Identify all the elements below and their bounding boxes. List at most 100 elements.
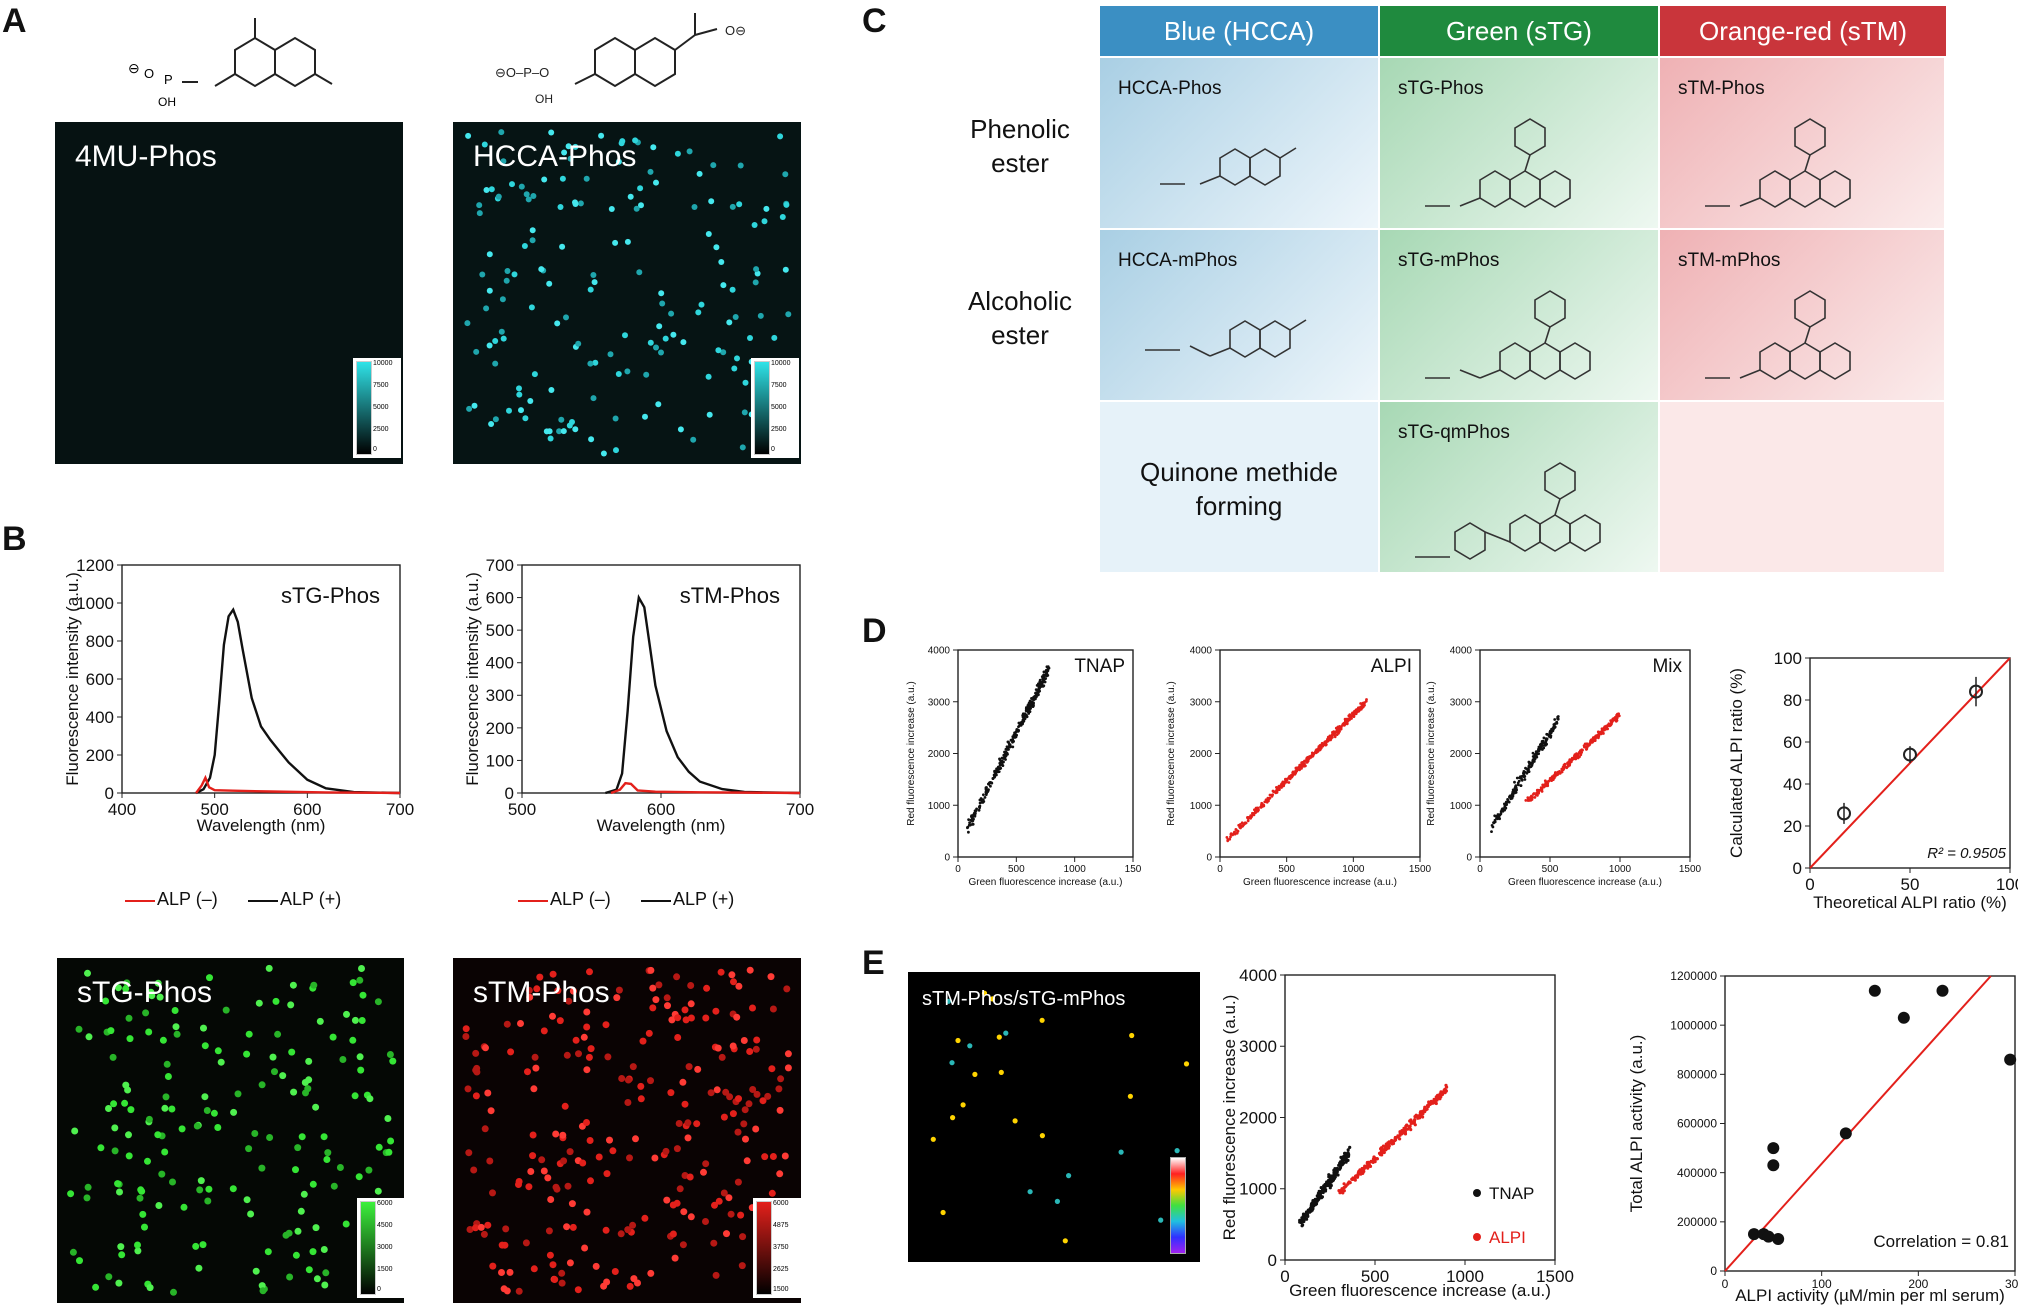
data-point [1029, 705, 1032, 709]
fluorescent-spot [462, 1033, 470, 1040]
fluorescent-spot [531, 371, 538, 378]
fluorescent-spot [587, 1045, 595, 1053]
data-point [1343, 1152, 1347, 1156]
y-tick-label: 1000 [1239, 1180, 1277, 1199]
y-tick-label: 4000 [1450, 646, 1473, 657]
fluorescent-spot [222, 1006, 230, 1014]
y-tick-label: 40 [1783, 775, 1802, 794]
fluorescent-spot [996, 1034, 1002, 1040]
fluorescent-spot [622, 332, 628, 339]
fluorescent-spot [746, 1048, 754, 1055]
fluorescent-spot [374, 1187, 382, 1195]
data-point [1396, 1134, 1400, 1139]
data-point [1347, 1181, 1352, 1185]
data-point [1969, 684, 1983, 699]
colorbar-tick: 10000 [771, 360, 791, 367]
data-point [1308, 755, 1311, 759]
y-tick-label: 600 [486, 589, 514, 608]
data-point [1368, 1164, 1373, 1168]
fluorescent-spot [739, 1233, 747, 1241]
legend-dot-tnap [1473, 1189, 1481, 1197]
fluorescent-spot [173, 1030, 181, 1038]
fluorescent-spot [199, 1241, 207, 1249]
fluorescent-spot [776, 1106, 784, 1114]
colorbar-tick: 5000 [373, 404, 389, 411]
fluorescent-spot [269, 1053, 277, 1061]
fluorescent-spot [386, 1051, 394, 1058]
data-point [1345, 1154, 1349, 1159]
fluorescent-spot [677, 426, 684, 433]
y-tick-label: 0 [505, 784, 514, 803]
y-tick-label: 600000 [1677, 1117, 1717, 1131]
fluorescent-spot [710, 1239, 718, 1247]
fluorescent-spot [203, 1107, 211, 1114]
fluorescent-spot [611, 1268, 619, 1275]
x-axis-label: Wavelength (nm) [597, 816, 726, 835]
fluorescent-spot [725, 1194, 733, 1202]
fluorescent-spot [385, 1148, 393, 1156]
fluorescent-spot [763, 205, 770, 212]
x-tick-label: 1500 [1536, 1267, 1574, 1286]
y-tick-label: 200000 [1677, 1215, 1717, 1229]
legend-swatch-pos [248, 900, 278, 902]
data-point [1516, 781, 1520, 785]
colorbar-tick: 6000 [773, 1200, 789, 1207]
fluorescent-spot [526, 993, 534, 1001]
data-point [1254, 810, 1258, 814]
series-line [605, 593, 801, 795]
data-point [1540, 790, 1544, 793]
fluorescent-spot [712, 1007, 720, 1015]
compound-name: sTM-Phos [1678, 78, 1765, 99]
fluorescent-spot [171, 1007, 179, 1014]
fluorescent-spot [567, 155, 574, 162]
data-point [1298, 763, 1302, 767]
y-tick-label: 1000 [1190, 801, 1213, 812]
chart-title: TNAP [1074, 656, 1125, 677]
fluorescent-spot [503, 277, 510, 284]
fluorescent-spot [549, 1012, 556, 1020]
fluorescent-spot [949, 1060, 955, 1066]
colorbar-tick: 2500 [771, 426, 787, 433]
fluorescent-spot [641, 1214, 649, 1222]
fluorescent-spot [706, 411, 713, 418]
y-axis-label: Fluorescence intensity (a.u.) [463, 572, 482, 786]
fluorescent-spot [286, 1273, 294, 1281]
fluorescent-spot [517, 1020, 524, 1027]
data-point [1346, 1148, 1350, 1152]
fluorescent-spot [507, 1048, 515, 1056]
fluorescent-spot [357, 1066, 365, 1074]
fluorescent-spot [720, 349, 727, 356]
data-point [1513, 791, 1517, 795]
fluorescent-spot [355, 1173, 363, 1181]
fluorescent-spot [503, 1020, 511, 1028]
fluorescent-spot [612, 239, 619, 246]
fluorescent-spot [480, 1230, 488, 1238]
y-tick-label: 0 [1710, 1264, 1717, 1278]
data-point [1532, 792, 1536, 795]
fluorescent-spot [682, 1016, 690, 1024]
data-point [1613, 717, 1617, 721]
data-point [1279, 785, 1282, 789]
fluorescent-spot [777, 133, 784, 140]
data-point [1393, 1139, 1397, 1143]
data-point [1534, 753, 1538, 757]
y-tick-label: 400 [486, 654, 514, 673]
fluorescent-spot [521, 243, 528, 249]
fluorescent-spot [675, 1120, 683, 1127]
fluorescent-spot [981, 990, 988, 996]
data-point [1404, 1124, 1408, 1128]
row-label-line1: Phenolic [970, 114, 1070, 144]
fluorescent-spot [552, 1183, 560, 1191]
fluorescent-spot [673, 973, 681, 981]
fluorescent-spot [528, 304, 535, 311]
fluorescent-spot [752, 1045, 760, 1053]
data-point [1353, 1178, 1357, 1182]
data-point [1310, 1201, 1314, 1205]
fluorescent-spot [549, 970, 557, 978]
fluorescent-spot [305, 1266, 313, 1274]
data-point [1306, 1214, 1310, 1218]
data-point [1555, 773, 1558, 777]
fluorescent-spot [309, 1248, 317, 1256]
cell-stg-phos: sTG-Phos [1380, 58, 1660, 230]
data-point [982, 793, 985, 797]
